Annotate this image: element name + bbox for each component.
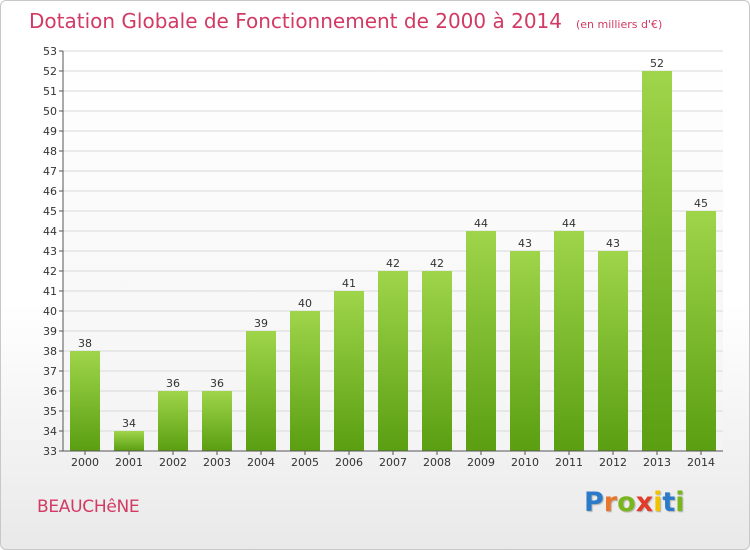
value-label-2004: 39 (254, 317, 268, 330)
bars (70, 71, 716, 451)
x-tick-label-2014: 2014 (687, 456, 715, 469)
x-tick-label-2001: 2001 (115, 456, 143, 469)
logo-letter: i (653, 487, 663, 518)
value-label-2005: 40 (298, 297, 312, 310)
value-label-2009: 44 (474, 217, 488, 230)
x-tick-label-2003: 2003 (203, 456, 231, 469)
x-tick-label-2004: 2004 (247, 456, 275, 469)
value-label-2003: 36 (210, 377, 224, 390)
bar-2006 (334, 291, 364, 451)
y-tick-label: 47 (43, 165, 57, 178)
axes (62, 51, 723, 452)
y-tick-label: 42 (43, 265, 57, 278)
bar-2014 (686, 211, 716, 451)
y-tick-label: 41 (43, 285, 57, 298)
place-name: BEAUCHêNE (37, 497, 140, 517)
bar-2010 (510, 251, 540, 451)
y-tick-label: 36 (43, 385, 57, 398)
x-axis-ticks: 2000 2001 2002 2003 2004 2005 2006 2007 2008 2009… (71, 451, 715, 469)
y-tick-label: 37 (43, 365, 57, 378)
bar-2012 (598, 251, 628, 451)
bar-2002 (158, 391, 188, 451)
x-tick-label-2007: 2007 (379, 456, 407, 469)
x-tick-label-2005: 2005 (291, 456, 319, 469)
value-label-2000: 38 (78, 337, 92, 350)
logo-letter: o (617, 487, 636, 518)
bar-2007 (378, 271, 408, 451)
logo-letter: t (662, 487, 676, 518)
bar-2000 (70, 351, 100, 451)
y-tick-label: 52 (43, 65, 57, 78)
value-label-2012: 43 (606, 237, 620, 250)
title-row: Dotation Globale de Fonctionnement de 20… (29, 9, 662, 33)
value-label-2006: 41 (342, 277, 356, 290)
y-tick-label: 46 (43, 185, 57, 198)
logo-letter: r (603, 487, 618, 518)
x-tick-label-2012: 2012 (599, 456, 627, 469)
y-tick-label: 38 (43, 345, 57, 358)
value-label-2007: 42 (386, 257, 400, 270)
y-tick-label: 43 (43, 245, 57, 258)
value-label-2010: 43 (518, 237, 532, 250)
x-tick-label-2010: 2010 (511, 456, 539, 469)
y-tick-label: 51 (43, 85, 57, 98)
y-tick-label: 34 (43, 425, 57, 438)
y-tick-label: 39 (43, 325, 57, 338)
chart-subtitle: (en milliers d'€) (576, 18, 663, 31)
x-tick-label-2000: 2000 (71, 456, 99, 469)
y-axis-ticks: 33 34 35 36 37 38 39 40 41 42 43 44 45 46 47 48 49 50 51 52… (43, 45, 63, 458)
y-tick-label: 44 (43, 225, 57, 238)
y-tick-label: 48 (43, 145, 57, 158)
y-tick-label: 53 (43, 45, 57, 58)
x-tick-label-2013: 2013 (643, 456, 671, 469)
y-tick-label: 45 (43, 205, 57, 218)
y-tick-label: 50 (43, 105, 57, 118)
value-label-2011: 44 (562, 217, 576, 230)
x-tick-label-2006: 2006 (335, 456, 363, 469)
value-label-2008: 42 (430, 257, 444, 270)
value-label-2002: 36 (166, 377, 180, 390)
bar-2001 (114, 431, 144, 451)
bar-2013 (642, 71, 672, 451)
bar-2004 (246, 331, 276, 451)
x-tick-label-2002: 2002 (159, 456, 187, 469)
value-label-2013: 52 (650, 57, 664, 70)
bar-2008 (422, 271, 452, 451)
bar-2011 (554, 231, 584, 451)
y-tick-label: 49 (43, 125, 57, 138)
bar-2003 (202, 391, 232, 451)
x-tick-label-2008: 2008 (423, 456, 451, 469)
value-label-2014: 45 (694, 197, 708, 210)
bar-value-labels: 38 34 36 36 39 40 41 42 42 44 43 44 43 52 45 (78, 57, 708, 430)
y-tick-label: 33 (43, 445, 57, 458)
x-tick-label-2011: 2011 (555, 456, 583, 469)
bar-2005 (290, 311, 320, 451)
logo-letter: x (635, 487, 654, 518)
x-tick-label-2009: 2009 (467, 456, 495, 469)
y-tick-label: 40 (43, 305, 57, 318)
proxiti-logo[interactable]: Proxiti (584, 487, 685, 518)
chart-title: Dotation Globale de Fonctionnement de 20… (29, 9, 562, 33)
y-tick-label: 35 (43, 405, 57, 418)
logo-letter: P (584, 487, 604, 518)
bar-2009 (466, 231, 496, 451)
value-label-2001: 34 (122, 417, 136, 430)
logo-letter: i (675, 487, 685, 518)
